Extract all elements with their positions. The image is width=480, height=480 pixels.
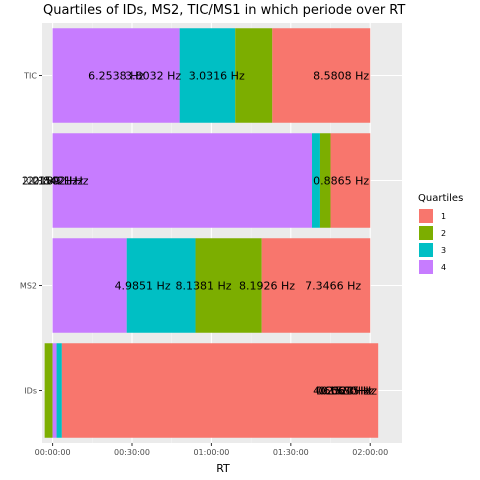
bar-value-label: 8.5808 Hz <box>313 70 369 83</box>
bar-value-label: 0.8421 Hz <box>33 175 89 188</box>
legend-key-4 <box>419 260 433 274</box>
bar-segment-ms2-q1 <box>261 238 371 333</box>
bar-segment-ric-q1 <box>330 133 371 228</box>
x-tick-label: 00:30:00 <box>114 448 150 457</box>
bar-segment-ids-q3 <box>56 343 62 438</box>
bar-segment-ms2-q4 <box>52 238 127 333</box>
x-tick-label: 01:30:00 <box>273 448 309 457</box>
bar-value-label: 0.0645 Hz <box>321 385 377 398</box>
bar-value-label: 8.1381 Hz <box>175 280 231 293</box>
bar-value-label: 8.1926 Hz <box>239 280 295 293</box>
y-tick-label: RIC <box>23 177 37 186</box>
bar-segment-ids-q1 <box>61 343 379 438</box>
x-tick-label: 01:00:00 <box>193 448 229 457</box>
bar-segment-ids-q4 <box>52 343 57 438</box>
legend-key-3 <box>419 243 433 257</box>
bar-segment-ms2-q3 <box>126 238 196 333</box>
legend-label-1: 1 <box>441 212 446 221</box>
bar-segment-ids-q2 <box>44 343 53 438</box>
y-tick-label: TIC <box>23 72 37 81</box>
bar-segments <box>44 28 379 438</box>
bar-segment-tic-q4 <box>52 28 180 123</box>
axes: 00:00:00 00:30:00 01:00:00 01:30:00 02:00:00… <box>20 72 388 458</box>
bar-value-label: 7.3466 Hz <box>305 280 361 293</box>
legend-key-1 <box>419 209 433 223</box>
bar-value-label: 4.9851 Hz <box>115 280 171 293</box>
x-axis-title: RT <box>216 462 230 475</box>
bar-segment-ric-q2 <box>319 133 331 228</box>
bar-value-label: 2.2189 Hz <box>22 175 78 188</box>
legend-label-4: 4 <box>441 263 446 272</box>
bar-value-label: 2.1502 Hz <box>27 175 83 188</box>
bar-value-label: 0.1580 Hz <box>318 385 374 398</box>
chart-title: Quartiles of IDs, MS2, TIC/MS1 in which … <box>43 3 405 18</box>
y-tick-label: IDs <box>24 387 37 396</box>
bar-segment-tic-q2 <box>235 28 273 123</box>
legend-title: Quartiles <box>418 193 463 204</box>
bar-value-label: 4.6661 Hz <box>313 385 369 398</box>
bar-value-label: 0.8865 Hz <box>313 175 369 188</box>
bar-segment-tic-q3 <box>179 28 236 123</box>
x-tick-label: 00:00:00 <box>35 448 71 457</box>
bar-value-label: 0.2523 Hz <box>316 385 372 398</box>
bar-segment-ric-q4 <box>52 133 313 228</box>
legend-label-2: 2 <box>441 229 446 238</box>
legend: Quartiles 1 2 3 4 <box>418 193 463 274</box>
bar-value-label: 3.8032 Hz <box>125 70 181 83</box>
bar-value-label: 6.2538 Hz <box>88 70 144 83</box>
x-tick-label: 02:00:00 <box>352 448 388 457</box>
y-tick-label: MS2 <box>20 282 37 291</box>
bar-segment-ms2-q2 <box>195 238 262 333</box>
bar-value-label: 3.0316 Hz <box>189 70 245 83</box>
bar-labels: 6.2538 Hz3.8032 Hz 3.0316 Hz 8.5808 Hz 2.21… <box>22 70 377 398</box>
bar-segment-ric-q3 <box>312 133 320 228</box>
legend-label-3: 3 <box>441 246 446 255</box>
bar-segment-tic-q1 <box>272 28 371 123</box>
legend-key-2 <box>419 226 433 240</box>
